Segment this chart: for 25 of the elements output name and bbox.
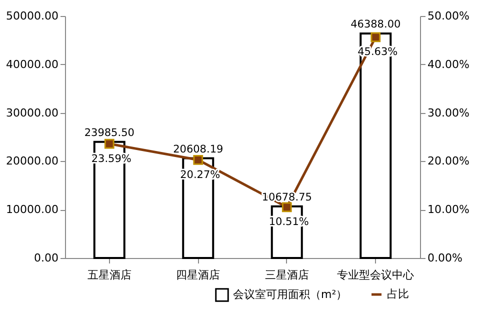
data-label: 46388.00 xyxy=(350,18,401,30)
y2-tick-label: 0.00% xyxy=(428,252,462,264)
legend-label: 占比 xyxy=(387,288,409,300)
y-tick-label: 20000.00 xyxy=(6,154,58,168)
y-tick-label: 40000.00 xyxy=(6,58,58,71)
y2-tick-label: 50.00% xyxy=(428,10,470,22)
x-tick-label: 专业型会议中心 xyxy=(337,268,414,282)
y2-tick-label: 40.00% xyxy=(428,58,470,71)
x-tick-label: 三星酒店 xyxy=(264,268,309,282)
x-tick-label: 五星酒店 xyxy=(87,268,132,282)
point xyxy=(282,202,292,212)
y-tick-label: 0.00 xyxy=(34,252,58,264)
x-tick-label: 四星酒店 xyxy=(176,268,220,282)
y-tick-label: 50000.00 xyxy=(6,10,58,22)
y2-tick-label: 30.00% xyxy=(428,106,470,120)
legend-label: 会议室可用面积（m²） xyxy=(233,288,348,301)
data-label: 23985.50 xyxy=(84,126,134,139)
y2-tick-label: 20.00% xyxy=(428,154,470,168)
y-tick-label: 30000.00 xyxy=(6,106,58,120)
point xyxy=(193,154,204,165)
data-label: 20608.19 xyxy=(173,143,224,156)
point xyxy=(104,138,114,149)
point xyxy=(370,32,381,42)
y-tick-label: 10000.00 xyxy=(6,203,58,216)
y2-tick-label: 10.00% xyxy=(428,203,470,216)
